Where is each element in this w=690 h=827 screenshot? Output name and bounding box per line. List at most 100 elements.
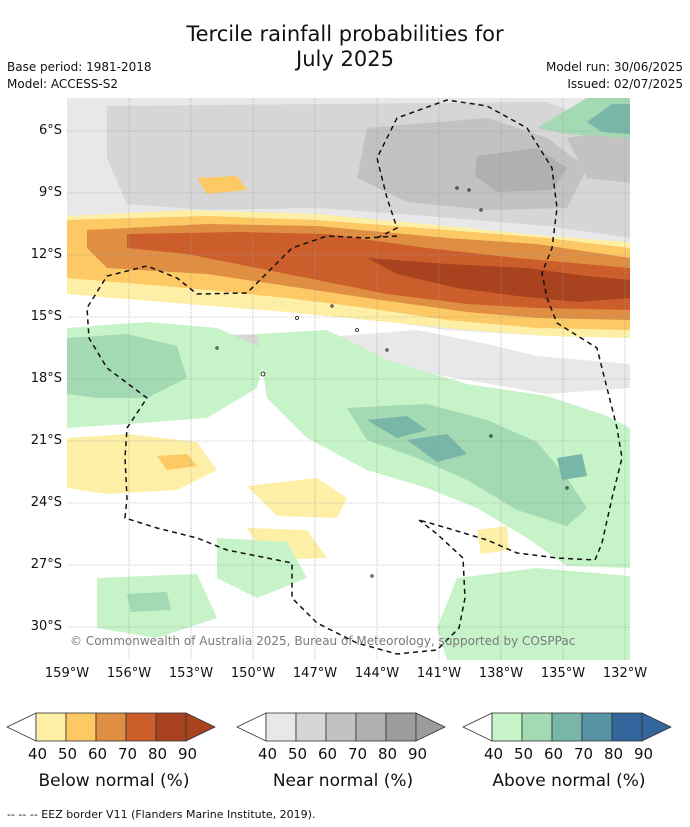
lat-label-21s: 21°S xyxy=(30,433,62,448)
colorbar-swatch xyxy=(521,712,553,742)
colorbar-above-normal-swatches xyxy=(462,712,672,742)
below-tick-40: 40 xyxy=(28,745,48,763)
lat-label-6s: 6°S xyxy=(38,123,62,138)
eez-borders xyxy=(86,99,623,655)
lon-label-132w: 132°W xyxy=(602,666,648,681)
model-name: Model: ACCESS-S2 xyxy=(7,77,119,91)
colorbar-swatch xyxy=(95,712,127,742)
below-tick-90: 90 xyxy=(178,745,198,763)
map-gridlines xyxy=(67,98,630,660)
above-normal-core-northeast xyxy=(587,104,630,134)
below-normal-title: Below normal (%) xyxy=(38,771,190,791)
legend-above-normal xyxy=(462,711,678,747)
below-normal-patch-south-2 xyxy=(157,454,197,470)
probability-map xyxy=(67,98,630,660)
near-normal-region-central xyxy=(317,330,630,394)
base-period: Base period: 1981-2018 xyxy=(7,60,152,74)
lat-label-30s: 30°S xyxy=(30,619,62,634)
colorbar-swatch xyxy=(155,712,187,742)
near-tick-40: 40 xyxy=(258,745,278,763)
near-tick-60: 60 xyxy=(318,745,338,763)
above-tick-60: 60 xyxy=(544,745,564,763)
lon-label-150w: 150°W xyxy=(230,666,276,681)
map-title: Tercile rainfall probabilities for July … xyxy=(0,22,690,72)
colorbar-swatch xyxy=(581,712,613,742)
below-tick-70: 70 xyxy=(118,745,138,763)
colorbar-near-normal xyxy=(236,712,446,742)
near-normal-core-northeast xyxy=(475,148,567,192)
colorbar-min-extend xyxy=(6,712,37,742)
colorbar-swatch xyxy=(355,712,387,742)
colorbar-near-normal-swatches xyxy=(236,712,446,742)
legend-near-normal xyxy=(236,711,452,747)
lon-label-147w: 147°W xyxy=(292,666,338,681)
above-normal-core-west xyxy=(67,334,187,398)
lon-label-153w: 153°W xyxy=(168,666,214,681)
colorbar-swatch xyxy=(385,712,417,742)
lat-label-24s: 24°S xyxy=(30,495,62,510)
above-normal-patch-east-edge xyxy=(597,494,630,538)
colorbar-swatch xyxy=(325,712,357,742)
near-tick-80: 80 xyxy=(378,745,398,763)
above-tick-70: 70 xyxy=(574,745,594,763)
lon-label-144w: 144°W xyxy=(354,666,400,681)
lat-label-15s: 15°S xyxy=(30,309,62,324)
colorbar-swatch xyxy=(295,712,327,742)
lat-label-18s: 18°S xyxy=(30,371,62,386)
below-normal-patch-south-3 xyxy=(247,478,347,518)
below-normal-band-80 xyxy=(367,258,630,302)
lon-label-159w: 159°W xyxy=(44,666,90,681)
colorbar-min-extend xyxy=(236,712,267,742)
title-line-1: Tercile rainfall probabilities for xyxy=(186,22,504,46)
colorbar-min-extend xyxy=(462,712,493,742)
near-tick-70: 70 xyxy=(348,745,368,763)
islands xyxy=(215,186,569,578)
colorbar-swatch xyxy=(611,712,643,742)
model-info: Base period: 1981-2018 Model: ACCESS-S2 xyxy=(7,59,152,93)
above-tick-90: 90 xyxy=(634,745,654,763)
above-normal-title: Above normal (%) xyxy=(492,771,646,791)
issued-date: Issued: 02/07/2025 xyxy=(567,77,683,91)
lon-label-141w: 141°W xyxy=(416,666,462,681)
eez-footnote: -- -- -- EEZ border V11 (Flanders Marine… xyxy=(7,808,316,821)
lat-label-9s: 9°S xyxy=(38,185,62,200)
lat-label-12s: 12°S xyxy=(30,247,62,262)
map-svg xyxy=(67,98,630,660)
above-normal-core-east xyxy=(557,454,587,480)
copyright-notice: © Commonwealth of Australia 2025, Bureau… xyxy=(70,634,576,648)
near-tick-50: 50 xyxy=(288,745,308,763)
colorbar-below-normal xyxy=(6,712,216,742)
colorbar-max-extend xyxy=(185,712,216,742)
below-normal-patch-northwest xyxy=(197,176,247,194)
run-info: Model run: 30/06/2025 Issued: 02/07/2025 xyxy=(546,59,683,93)
below-tick-50: 50 xyxy=(58,745,78,763)
title-line-2: July 2025 xyxy=(296,47,394,71)
above-normal-core-southwest xyxy=(127,592,171,612)
eez-border-french-polynesia xyxy=(86,235,466,655)
model-run-date: Model run: 30/06/2025 xyxy=(545,60,683,74)
near-tick-90: 90 xyxy=(408,745,428,763)
colorbar-swatch xyxy=(125,712,157,742)
lon-label-135w: 135°W xyxy=(540,666,586,681)
colorbar-swatch xyxy=(551,712,583,742)
colorbar-swatch xyxy=(491,712,523,742)
below-tick-80: 80 xyxy=(148,745,168,763)
colorbar-swatch xyxy=(35,712,67,742)
colorbar-below-normal-swatches xyxy=(6,712,216,742)
colorbar-above-normal xyxy=(462,712,672,742)
above-tick-80: 80 xyxy=(604,745,624,763)
legend-below-normal xyxy=(6,711,222,747)
lat-label-27s: 27°S xyxy=(30,557,62,572)
below-normal-patch-south-1 xyxy=(67,434,217,494)
colorbar-swatch xyxy=(65,712,97,742)
lon-label-156w: 156°W xyxy=(106,666,152,681)
above-tick-50: 50 xyxy=(514,745,534,763)
eez-border-north xyxy=(376,99,623,561)
near-normal-core-east xyxy=(567,128,630,183)
above-normal-core-central xyxy=(367,416,427,438)
lon-label-138w: 138°W xyxy=(478,666,524,681)
colorbar-max-extend xyxy=(641,712,672,742)
below-normal-patch-south-5 xyxy=(477,526,509,554)
colorbar-max-extend xyxy=(415,712,446,742)
colorbar-swatch xyxy=(265,712,297,742)
